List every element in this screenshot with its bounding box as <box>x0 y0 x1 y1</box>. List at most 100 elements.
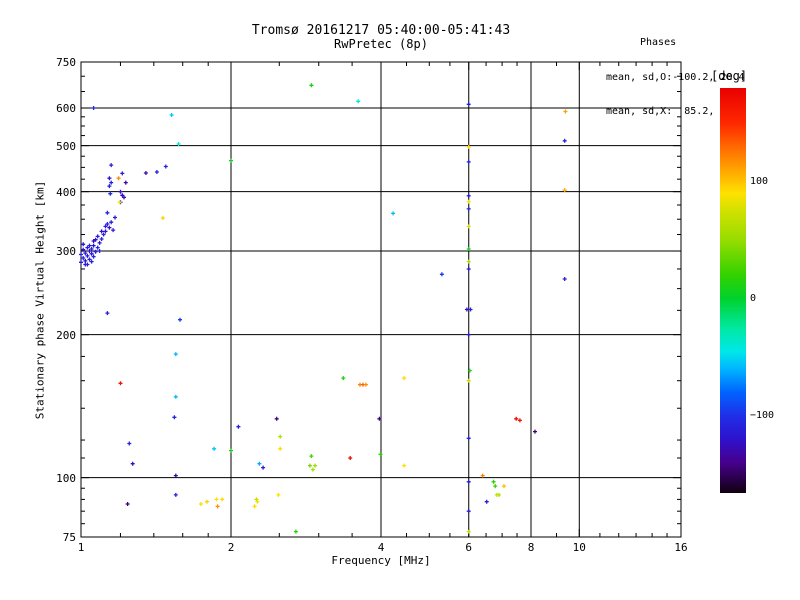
y-tick-label: 75 <box>62 531 76 544</box>
colorbar-unit-label: [deg] <box>711 69 748 83</box>
scatter-point <box>160 216 165 220</box>
scatter-point <box>484 499 489 504</box>
scatter-point <box>87 249 92 253</box>
scatter-point <box>99 229 104 234</box>
scatter-point <box>120 193 125 198</box>
scatter-point <box>466 247 471 251</box>
colorbar-tick-label: 0 <box>750 292 757 304</box>
scatter-point <box>514 416 519 421</box>
scatter-point <box>229 448 233 453</box>
scatter-points <box>79 83 568 534</box>
scatter-point <box>79 260 83 265</box>
x-tick-label: 10 <box>572 541 586 554</box>
scatter-point <box>87 243 92 248</box>
scatter-point <box>91 254 96 259</box>
y-tick-label: 300 <box>56 245 76 259</box>
scatter-point <box>89 247 94 251</box>
x-tick-label: 6 <box>465 541 473 554</box>
scatter-point <box>87 257 92 262</box>
scatter-point <box>466 193 471 198</box>
scatter-point <box>105 311 110 316</box>
scatter-point <box>120 171 125 176</box>
scatter-point <box>466 509 471 514</box>
scatter-point <box>309 83 314 88</box>
scatter-point <box>214 497 219 502</box>
scatter-point <box>122 195 126 200</box>
scatter-point <box>81 247 86 252</box>
scatter-point <box>254 497 259 502</box>
scatter-point <box>101 232 106 237</box>
scatter-point <box>93 249 98 254</box>
scatter-point <box>163 164 168 169</box>
scatter-point <box>83 251 88 256</box>
scatter-point <box>109 180 114 185</box>
scatter-point <box>257 461 262 466</box>
scatter-point <box>173 473 178 478</box>
scatter-point <box>562 188 567 193</box>
scatter-point <box>116 176 121 181</box>
scatter-point <box>123 180 128 185</box>
scatter-point <box>113 215 117 220</box>
scatter-point <box>278 446 283 451</box>
scatter-point <box>109 163 114 168</box>
scatter-point <box>464 307 469 312</box>
scatter-point <box>341 376 346 381</box>
scatter-point <box>173 394 178 399</box>
scatter-point <box>107 184 112 189</box>
x-tick-label: 4 <box>377 541 385 554</box>
scatter-point <box>173 492 178 497</box>
scatter-point <box>466 159 471 164</box>
scatter-point <box>468 307 473 312</box>
scatter-point <box>274 416 279 421</box>
scatter-point <box>377 416 382 421</box>
scatter-point <box>103 224 108 229</box>
scatter-point <box>533 429 537 434</box>
y-tick-label: 750 <box>56 56 76 69</box>
colorbar-tick-label: 100 <box>750 175 769 187</box>
scatter-point <box>466 224 471 229</box>
scatter-point <box>143 171 148 175</box>
phase-stats-o-mode: mean, sd,O:-100.2, 20.4 <box>606 71 745 83</box>
scatter-point <box>127 441 132 446</box>
scatter-point <box>466 102 471 107</box>
scatter-point <box>107 225 112 230</box>
scatter-point <box>307 463 312 468</box>
scatter-point <box>154 170 159 174</box>
scatter-point <box>220 497 225 502</box>
x-axis-title: Frequency [MHz] <box>331 554 431 567</box>
scatter-point <box>118 189 123 194</box>
chart-subtitle: RwPretec (8p) <box>334 37 428 51</box>
scatter-point <box>176 142 181 146</box>
scatter-point <box>466 267 471 271</box>
colorbar <box>720 88 746 493</box>
scatter-point <box>466 206 471 211</box>
scatter-point <box>125 502 130 506</box>
scatter-point <box>212 446 217 451</box>
scatter-point <box>562 277 567 281</box>
scatter-point <box>215 504 220 509</box>
y-tick-label: 500 <box>56 139 76 153</box>
x-tick-label: 1 <box>77 541 85 554</box>
scatter-point <box>491 479 496 484</box>
scatter-point <box>310 467 315 472</box>
y-tick-label: 100 <box>56 471 76 485</box>
colorbar-tick-label: −100 <box>750 409 775 421</box>
scatter-point <box>562 138 567 143</box>
scatter-point <box>99 237 104 241</box>
scatter-point <box>480 473 485 478</box>
scatter-point <box>105 210 110 215</box>
scatter-point <box>563 109 568 114</box>
scatter-point <box>276 492 281 497</box>
scatter-point <box>85 253 90 258</box>
scatter-point <box>109 220 114 225</box>
scatter-point <box>466 529 471 534</box>
x-tick-label: 16 <box>674 541 688 554</box>
scatter-point <box>105 222 110 226</box>
scatter-point <box>252 504 257 509</box>
scatter-point <box>466 436 471 441</box>
scatter-point <box>502 484 506 489</box>
scatter-point <box>493 484 498 489</box>
scatter-point <box>466 332 471 337</box>
